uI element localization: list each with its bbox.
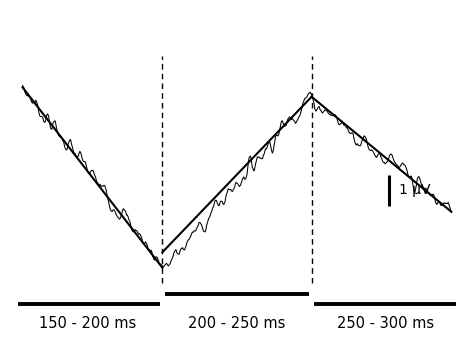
Text: 150 - 200 ms: 150 - 200 ms <box>39 316 136 331</box>
Text: 200 - 250 ms: 200 - 250 ms <box>188 316 286 331</box>
Text: 1 μV: 1 μV <box>399 183 430 197</box>
Text: 250 - 300 ms: 250 - 300 ms <box>337 316 434 331</box>
